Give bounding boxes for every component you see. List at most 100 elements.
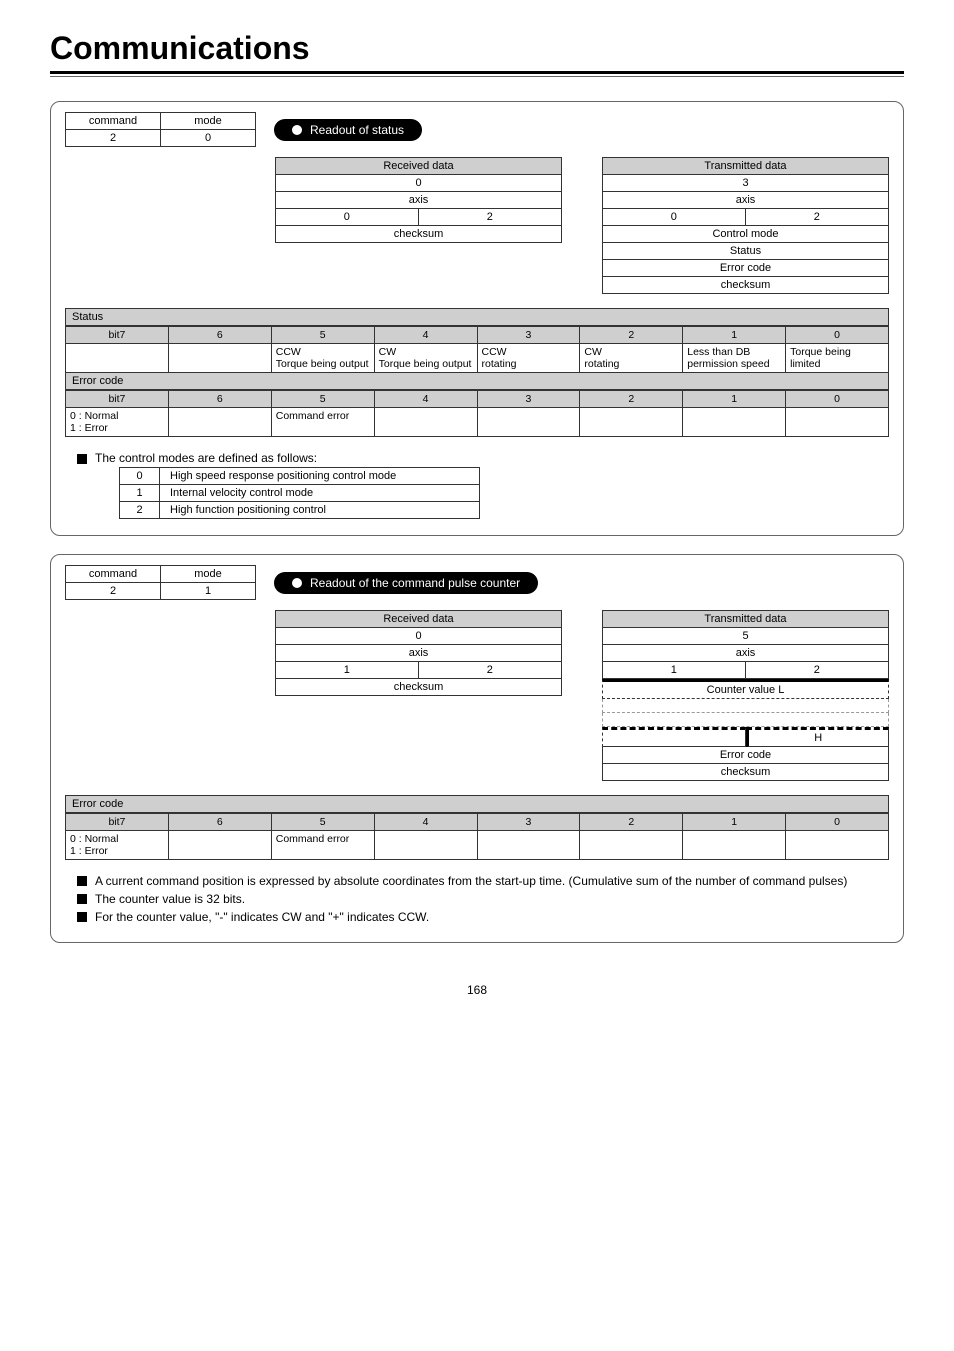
e2r6 xyxy=(683,831,786,860)
mode-val: 0 xyxy=(161,130,256,147)
error-table-2: bit7 6 5 4 3 2 1 0 0 : Normal 1 : Error … xyxy=(65,813,889,860)
square-icon xyxy=(77,454,87,464)
tx-r6: Error code xyxy=(602,260,889,277)
sh6: 1 xyxy=(683,327,786,344)
e2r2: Command error xyxy=(271,831,374,860)
tx2-r5r: H xyxy=(746,727,890,747)
recv2-r1: 0 xyxy=(275,628,562,645)
tx2-r2: axis xyxy=(602,645,889,662)
eh0: bit7 xyxy=(66,391,169,408)
e2h3: 4 xyxy=(374,814,477,831)
e2r1 xyxy=(168,831,271,860)
section-label-text-2: Readout of the command pulse counter xyxy=(310,576,520,590)
modes-note-text: The control modes are defined as follows… xyxy=(95,451,317,465)
e2r4 xyxy=(477,831,580,860)
error-label: Error code xyxy=(65,373,889,390)
transmitted-header: Transmitted data xyxy=(602,157,889,175)
error-label-2: Error code xyxy=(65,795,889,813)
e2h7: 0 xyxy=(786,814,889,831)
section-label: Readout of status xyxy=(274,119,422,141)
counter-dashed-2 xyxy=(602,713,889,727)
counter-dashed-1 xyxy=(602,699,889,713)
page-title: Communications xyxy=(50,30,904,67)
tx2-r4: Counter value L xyxy=(602,679,889,699)
sh2: 5 xyxy=(271,327,374,344)
eh7: 0 xyxy=(786,391,889,408)
sh7: 0 xyxy=(786,327,889,344)
e2h6: 1 xyxy=(683,814,786,831)
error-table: bit7 6 5 4 3 2 1 0 0 : Normal 1 : Error … xyxy=(65,390,889,437)
recv2-r4: checksum xyxy=(275,679,562,696)
square-icon xyxy=(77,894,87,904)
sh4: 3 xyxy=(477,327,580,344)
m0-0: 0 xyxy=(120,468,160,485)
mode-head-2: mode xyxy=(161,566,256,583)
sh1: 6 xyxy=(168,327,271,344)
e2h5: 2 xyxy=(580,814,683,831)
tx2-r7: checksum xyxy=(602,764,889,781)
transmitted-col-2: Transmitted data 5 axis 1 2 Counter valu… xyxy=(602,610,889,781)
sr6: Less than DB permission speed xyxy=(683,344,786,373)
sr3: CW Torque being output xyxy=(374,344,477,373)
received-col: Received data 0 axis 0 2 checksum xyxy=(275,157,562,294)
square-icon xyxy=(77,912,87,922)
square-icon xyxy=(77,876,87,886)
er2: Command error xyxy=(271,408,374,437)
recv-r3-right: 2 xyxy=(419,209,563,226)
b0: A current command position is expressed … xyxy=(95,874,847,888)
e2h2: 5 xyxy=(271,814,374,831)
er5 xyxy=(580,408,683,437)
er6 xyxy=(683,408,786,437)
cmd-head-2: command xyxy=(66,566,161,583)
title-rule-thin xyxy=(50,76,904,77)
recv2-r2: axis xyxy=(275,645,562,662)
er3 xyxy=(374,408,477,437)
e2h4: 3 xyxy=(477,814,580,831)
m1-0: 1 xyxy=(120,485,160,502)
tx2-r3l: 1 xyxy=(602,662,746,679)
status-table: bit7 6 5 4 3 2 1 0 CCW Torque being outp… xyxy=(65,326,889,373)
title-rule-thick xyxy=(50,71,904,74)
tx-r5: Status xyxy=(602,243,889,260)
mode-head: mode xyxy=(161,113,256,130)
recv-r1: 0 xyxy=(275,175,562,192)
er1 xyxy=(168,408,271,437)
recv2-r3l: 1 xyxy=(275,662,419,679)
sr1 xyxy=(168,344,271,373)
received-header-2: Received data xyxy=(275,610,562,628)
eh2: 5 xyxy=(271,391,374,408)
e2r7 xyxy=(786,831,889,860)
er7 xyxy=(786,408,889,437)
tx-r2: axis xyxy=(602,192,889,209)
cmd-val-2: 2 xyxy=(66,583,161,600)
m1-1: Internal velocity control mode xyxy=(160,485,480,502)
tx-r3-left: 0 xyxy=(602,209,746,226)
tx2-r1: 5 xyxy=(602,628,889,645)
er0: 0 : Normal 1 : Error xyxy=(66,408,169,437)
command-mode-table-2: command mode 2 1 xyxy=(65,565,256,600)
tx2-r6: Error code xyxy=(602,747,889,764)
bullet-icon xyxy=(292,125,302,135)
cmd-head: command xyxy=(66,113,161,130)
e2r3 xyxy=(374,831,477,860)
b2: For the counter value, "-" indicates CW … xyxy=(95,910,429,924)
sr0 xyxy=(66,344,169,373)
modes-table: 0High speed response positioning control… xyxy=(119,467,480,519)
recv-r3-left: 0 xyxy=(275,209,419,226)
tx2-r3r: 2 xyxy=(746,662,890,679)
tx-r1: 3 xyxy=(602,175,889,192)
modes-note: The control modes are defined as follows… xyxy=(77,451,889,519)
e2r0: 0 : Normal 1 : Error xyxy=(66,831,169,860)
mode-val-2: 1 xyxy=(161,583,256,600)
sr7: Torque being limited xyxy=(786,344,889,373)
command-mode-table: command mode 2 0 xyxy=(65,112,256,147)
page-number: 168 xyxy=(50,983,904,997)
status-label: Status xyxy=(65,308,889,326)
e2h1: 6 xyxy=(168,814,271,831)
received-col-2: Received data 0 axis 1 2 checksum xyxy=(275,610,562,781)
recv2-r3r: 2 xyxy=(419,662,563,679)
sh0: bit7 xyxy=(66,327,169,344)
eh6: 1 xyxy=(683,391,786,408)
sh3: 4 xyxy=(374,327,477,344)
eh5: 2 xyxy=(580,391,683,408)
